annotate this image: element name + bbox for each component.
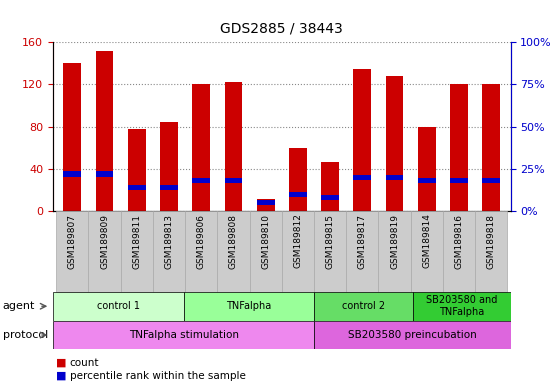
Bar [128,185,146,190]
Bar [64,171,81,177]
Bar [193,178,210,184]
Bar [386,175,403,180]
Bar [353,175,371,180]
Bar [321,162,339,211]
Text: count: count [70,358,99,368]
Bar [321,195,339,200]
Text: GSM189818: GSM189818 [487,214,496,269]
Text: GSM189815: GSM189815 [326,214,335,269]
Text: protocol: protocol [3,330,48,340]
Bar [56,211,89,292]
Text: GSM189814: GSM189814 [422,214,431,268]
Bar [64,63,81,211]
Bar [386,76,403,211]
Bar [475,211,507,292]
Bar [314,211,346,292]
Bar [418,178,436,184]
Bar [53,321,315,349]
Text: agent: agent [3,301,35,311]
Bar [418,127,436,211]
Bar [450,84,468,211]
Bar [289,148,307,211]
Bar [482,178,500,184]
Bar [128,129,146,211]
Bar [224,83,242,211]
Text: GSM189811: GSM189811 [132,214,141,269]
Bar [257,200,275,205]
Text: TNFalpha stimulation: TNFalpha stimulation [129,330,239,340]
Text: GSM189813: GSM189813 [165,214,174,269]
Bar [218,211,249,292]
Text: SB203580 preincubation: SB203580 preincubation [348,330,477,340]
Bar [289,192,307,197]
Bar [315,292,412,321]
Text: GSM189816: GSM189816 [455,214,464,269]
Bar [282,211,314,292]
Text: GSM189812: GSM189812 [294,214,302,268]
Bar [411,211,443,292]
Text: GSM189807: GSM189807 [68,214,77,269]
Text: GDS2885 / 38443: GDS2885 / 38443 [220,21,343,35]
Bar [96,171,113,177]
Bar [153,211,185,292]
Bar [121,211,153,292]
Bar [346,211,378,292]
Text: percentile rank within the sample: percentile rank within the sample [70,371,246,381]
Bar [53,292,184,321]
Bar [249,211,282,292]
Text: control 2: control 2 [342,301,385,311]
Bar [482,84,500,211]
Bar [378,211,411,292]
Bar [160,185,178,190]
Text: ■: ■ [56,371,66,381]
Text: GSM189817: GSM189817 [358,214,367,269]
Text: GSM189806: GSM189806 [197,214,206,269]
Bar [193,84,210,211]
Bar [257,199,275,211]
Text: GSM189809: GSM189809 [100,214,109,269]
Text: GSM189819: GSM189819 [390,214,399,269]
Bar [450,178,468,184]
Bar [184,292,315,321]
Text: TNFalpha: TNFalpha [227,301,272,311]
Bar [96,51,113,211]
Text: control 1: control 1 [97,301,140,311]
Bar [443,211,475,292]
Bar [89,211,121,292]
Text: ■: ■ [56,358,66,368]
Text: GSM189808: GSM189808 [229,214,238,269]
Bar [412,292,511,321]
Bar [160,122,178,211]
Text: GSM189810: GSM189810 [261,214,270,269]
Text: SB203580 and
TNFalpha: SB203580 and TNFalpha [426,295,497,317]
Bar [224,178,242,184]
Bar [315,321,511,349]
Bar [353,69,371,211]
Bar [185,211,218,292]
